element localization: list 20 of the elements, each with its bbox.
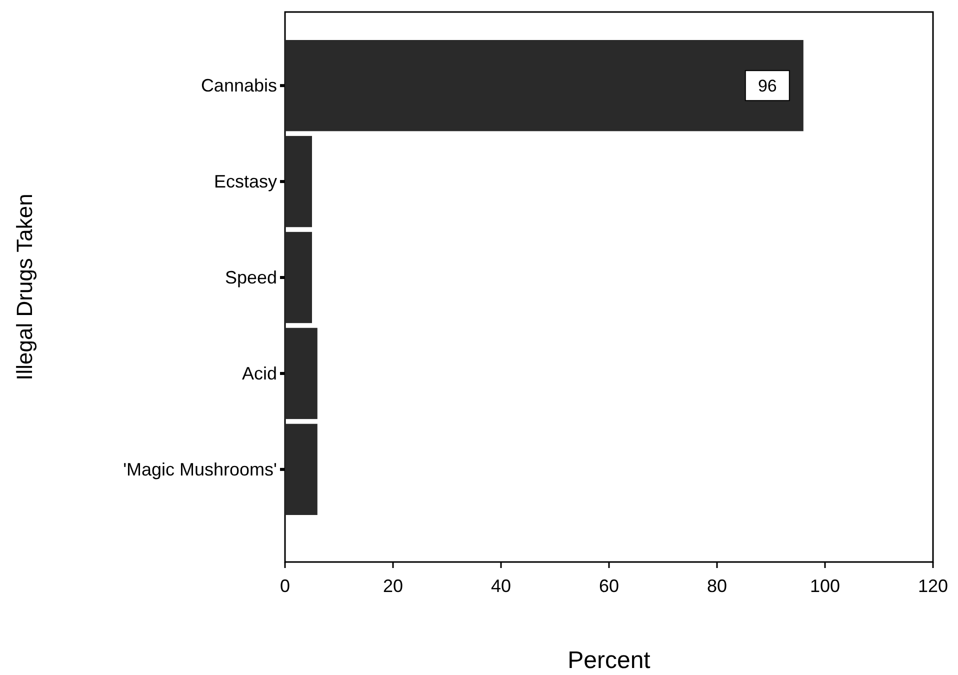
x-tick-label: 20 [382,576,404,596]
x-tick-label: 100 [810,576,840,596]
x-axis-title: Percent [568,647,651,674]
y-tick-label: Acid [242,363,277,384]
x-tick-label: 120 [918,576,948,596]
x-tick-label: 0 [280,576,290,596]
y-tick-label: Speed [224,268,277,288]
y-tick-label: Cannabis [200,76,277,96]
data-label: 96 [758,76,777,96]
bar [285,328,318,420]
y-tick-label: Ecstasy [214,172,277,192]
x-tick-label: 80 [706,576,728,596]
bar [285,424,318,515]
bar [285,232,312,324]
bar [285,40,804,132]
y-tick-label: 'Magic Mushrooms' [123,459,277,480]
x-tick-label: 60 [598,576,620,596]
y-axis-title: Illegal Drugs Taken [12,194,37,380]
x-tick-label: 40 [490,576,512,596]
bar [285,136,312,228]
